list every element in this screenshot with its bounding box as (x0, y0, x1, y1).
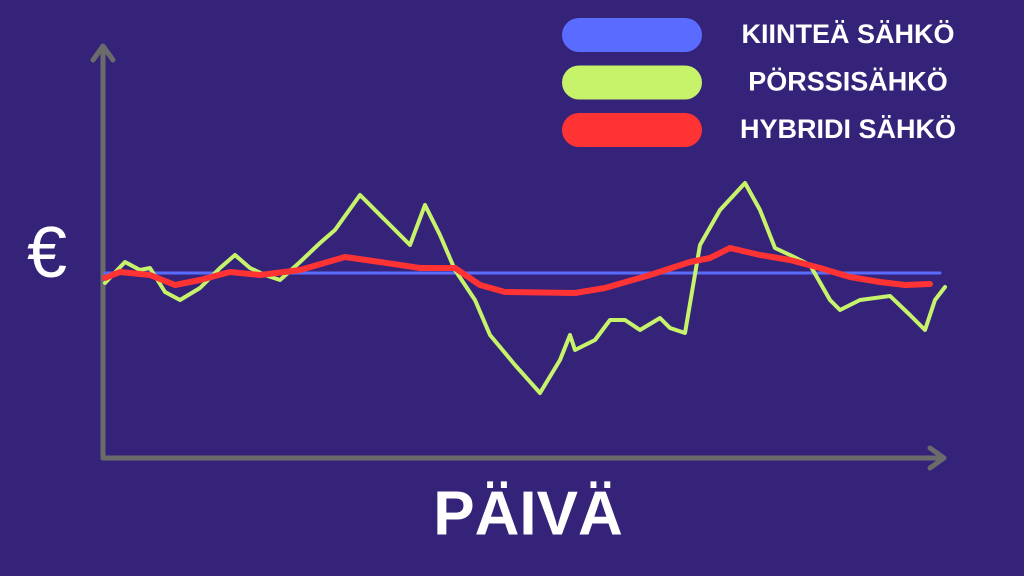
y-axis-label: € (27, 213, 67, 293)
legend-label: PÖRSSISÄHKÖ (748, 67, 948, 97)
legend-swatch (562, 113, 702, 147)
y-axis-arrow (90, 43, 116, 63)
legend-label: HYBRIDI SÄHKÖ (740, 114, 956, 144)
legend-label: KIINTEÄ SÄHKÖ (741, 19, 954, 49)
axes (90, 43, 947, 471)
x-axis-label: PÄIVÄ (433, 479, 622, 548)
legend-swatch (562, 65, 702, 100)
legend-swatch (562, 18, 702, 52)
series-line (102, 245, 933, 296)
x-axis-arrow (927, 445, 947, 471)
